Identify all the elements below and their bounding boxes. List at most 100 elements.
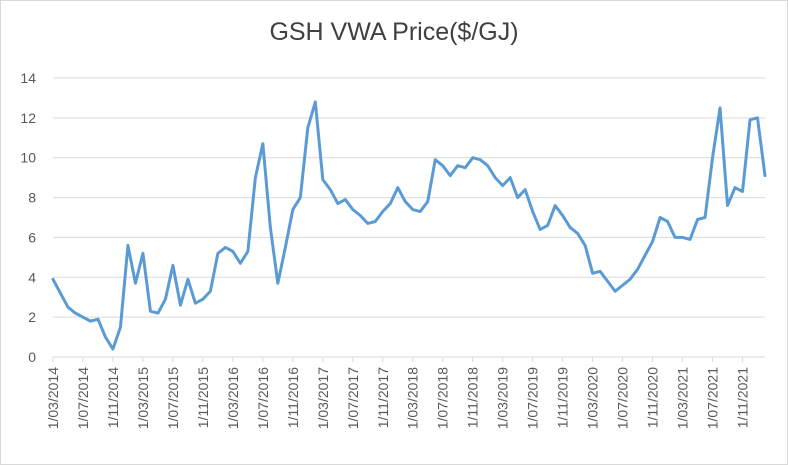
data-point — [756, 116, 760, 120]
x-tick-label: 1/03/2015 — [135, 367, 151, 429]
data-point — [388, 202, 392, 206]
data-point — [508, 176, 512, 180]
data-point — [576, 231, 580, 235]
data-point — [673, 235, 677, 239]
data-point — [96, 317, 100, 321]
data-point — [411, 208, 415, 212]
data-point — [336, 202, 340, 206]
data-point — [568, 225, 572, 229]
data-point — [763, 174, 767, 178]
data-point — [238, 261, 242, 265]
data-point — [636, 267, 640, 271]
data-point — [486, 164, 490, 168]
data-point — [478, 158, 482, 162]
x-tick-label: 1/07/2014 — [75, 367, 91, 429]
x-tick-label: 1/03/2021 — [675, 367, 691, 429]
y-tick-label: 2 — [28, 309, 36, 325]
data-point — [103, 335, 107, 339]
data-point — [456, 164, 460, 168]
series-group — [51, 100, 767, 351]
data-point — [351, 208, 355, 212]
x-tick-label: 1/07/2017 — [345, 367, 361, 429]
data-point — [373, 219, 377, 223]
data-point — [283, 245, 287, 249]
data-point — [201, 297, 205, 301]
data-point — [358, 214, 362, 218]
data-point — [516, 196, 520, 200]
data-point — [733, 186, 737, 190]
data-point — [643, 253, 647, 257]
data-point — [448, 174, 452, 178]
data-point — [561, 214, 565, 218]
data-point — [253, 176, 257, 180]
data-point — [741, 190, 745, 194]
data-point — [208, 289, 212, 293]
data-point — [403, 200, 407, 204]
data-point — [651, 239, 655, 243]
x-tick-label: 1/07/2020 — [615, 367, 631, 429]
x-tick-label: 1/07/2015 — [165, 367, 181, 429]
x-tick-label: 1/11/2020 — [645, 367, 661, 428]
data-point — [553, 204, 557, 208]
data-point — [88, 319, 92, 323]
data-point — [291, 208, 295, 212]
data-point — [396, 186, 400, 190]
y-tick-label: 14 — [20, 70, 36, 86]
x-tick-label: 1/03/2020 — [585, 367, 601, 429]
data-point — [276, 281, 280, 285]
series-line-gsh-vwa-price — [51, 100, 767, 351]
y-tick-label: 4 — [28, 269, 36, 285]
x-tick-label: 1/11/2017 — [375, 367, 391, 428]
data-point — [718, 106, 722, 110]
data-point — [298, 196, 302, 200]
data-point — [156, 311, 160, 315]
y-tick-label: 0 — [28, 349, 36, 365]
data-point — [471, 156, 475, 160]
data-point — [171, 263, 175, 267]
data-point — [381, 210, 385, 214]
data-point — [51, 277, 55, 281]
data-point — [126, 243, 130, 247]
data-point — [73, 311, 77, 315]
x-tick-label: 1/07/2021 — [705, 367, 721, 429]
data-point — [711, 156, 715, 160]
data-point — [223, 245, 227, 249]
data-point — [463, 166, 467, 170]
data-point — [133, 281, 137, 285]
data-point — [111, 347, 115, 351]
data-point — [58, 291, 62, 295]
data-point — [66, 305, 70, 309]
data-point — [546, 223, 550, 227]
y-tick-label: 10 — [20, 150, 36, 166]
x-tick-label: 1/11/2021 — [735, 367, 751, 428]
y-axis-ticks: 0 2 4 6 8 10 12 14 — [20, 70, 36, 365]
data-point — [261, 142, 265, 146]
x-tick-label: 1/11/2014 — [105, 367, 121, 428]
data-point — [81, 315, 85, 319]
data-point — [193, 301, 197, 305]
data-point — [658, 216, 662, 220]
data-point — [523, 188, 527, 192]
y-tick-label: 6 — [28, 229, 36, 245]
data-point — [666, 219, 670, 223]
x-tick-label: 1/11/2016 — [285, 367, 301, 428]
data-point — [163, 297, 167, 301]
data-point — [583, 243, 587, 247]
data-point — [441, 164, 445, 168]
data-point — [621, 283, 625, 287]
data-point — [216, 251, 220, 255]
gridlines — [53, 77, 765, 318]
data-point — [501, 184, 505, 188]
data-point — [591, 271, 595, 275]
y-tick-label: 8 — [28, 190, 36, 206]
x-tick-label: 1/03/2016 — [225, 367, 241, 429]
x-axis-ticks: 1/03/2014 1/07/2014 1/11/2014 1/03/2015 1/07… — [45, 357, 751, 429]
data-point — [538, 227, 542, 231]
data-point — [231, 249, 235, 253]
x-tick-label: 1/07/2016 — [255, 367, 271, 429]
data-point — [613, 289, 617, 293]
data-point — [141, 251, 145, 255]
x-tick-label: 1/07/2018 — [435, 367, 451, 429]
data-point — [118, 325, 122, 329]
x-tick-label: 1/03/2017 — [315, 367, 331, 429]
